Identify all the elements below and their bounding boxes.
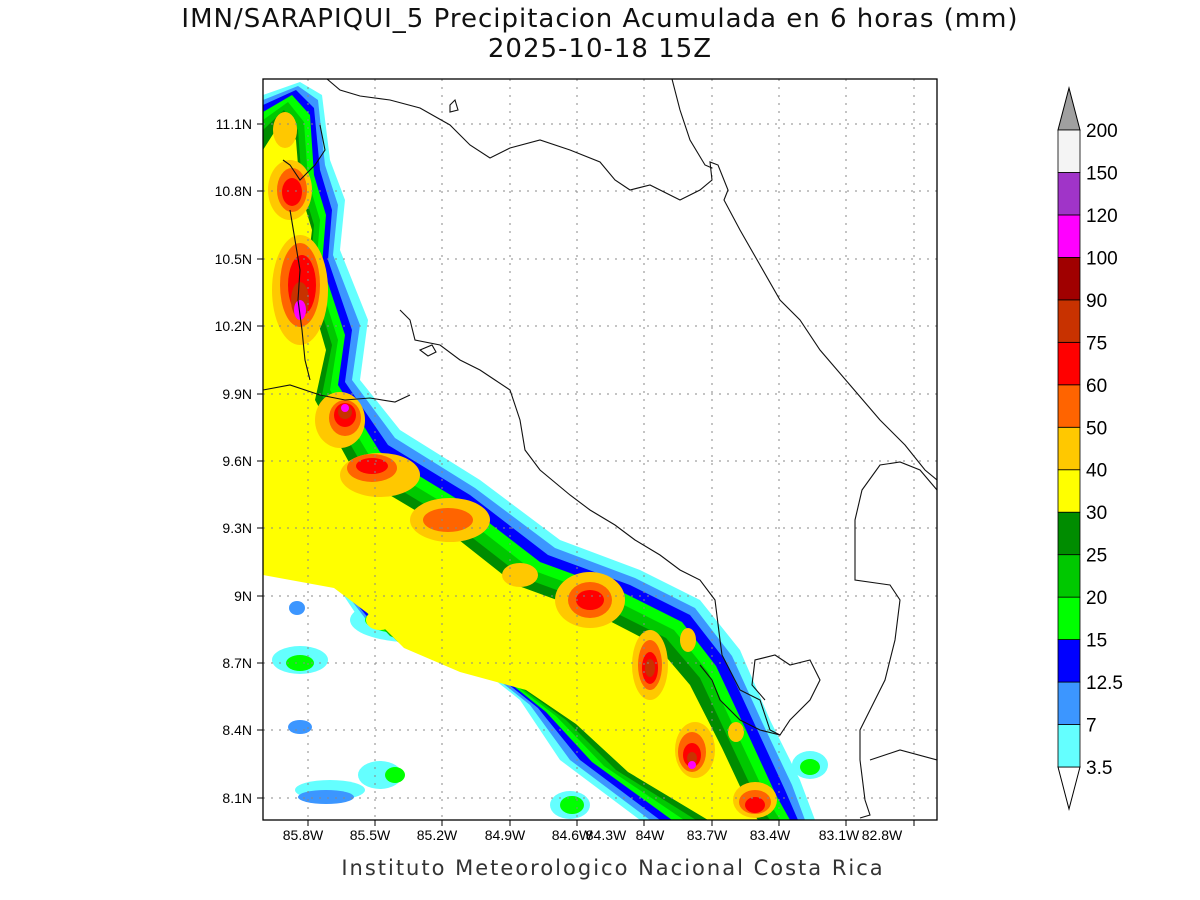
map-frame bbox=[262, 78, 938, 821]
colorbar-segment bbox=[1057, 724, 1081, 768]
lon-label: 85.2W bbox=[417, 827, 458, 843]
lat-label: 8.1N bbox=[222, 790, 252, 806]
precip-band-30 bbox=[263, 120, 758, 820]
axis-ticks bbox=[257, 123, 915, 826]
lon-label: 83.7W bbox=[687, 827, 728, 843]
precip-band-100 bbox=[294, 300, 696, 769]
map-title: IMN/SARAPIQUI_5 Precipitacion Acumulada … bbox=[181, 4, 1019, 34]
colorbar-segment bbox=[1057, 384, 1081, 428]
colorbar-label: 50 bbox=[1086, 418, 1107, 439]
colorbar-segment bbox=[1057, 299, 1081, 343]
colorbar-over-arrow bbox=[1057, 86, 1081, 131]
lon-label: 82.8W bbox=[862, 827, 903, 843]
lat-label: 8.4N bbox=[222, 722, 252, 738]
colorbar-label: 100 bbox=[1086, 248, 1118, 269]
lon-label: 84.6W bbox=[552, 827, 593, 843]
colorbar-segment bbox=[1057, 341, 1081, 386]
colorbar-under-arrow bbox=[1057, 766, 1081, 811]
credit-footer: Instituto Meteorologico Nacional Costa R… bbox=[341, 856, 885, 880]
precipitation-field bbox=[263, 79, 937, 820]
colorbar-segment bbox=[1057, 469, 1081, 513]
colorbar-label: 200 bbox=[1086, 121, 1118, 142]
lon-label: 84.3W bbox=[586, 827, 627, 843]
colorbar-label: 60 bbox=[1086, 376, 1107, 397]
longitude-labels: 85.8W 85.5W 85.2W 84.9W 84.6W 84.3W 84W … bbox=[283, 827, 903, 843]
lat-label: 11.1N bbox=[216, 116, 252, 132]
colorbar-segment bbox=[1057, 639, 1081, 683]
colorbar-segment bbox=[1057, 214, 1081, 258]
colorbar-segment bbox=[1057, 596, 1081, 641]
lon-label: 84W bbox=[636, 827, 666, 843]
colorbar-label: 120 bbox=[1086, 206, 1118, 227]
map-grid bbox=[263, 79, 937, 820]
lat-label: 10.5N bbox=[215, 251, 252, 267]
colorbar: 3.5 7 12.5 15 20 25 30 40 50 60 75 90 100 120 150 200 bbox=[1057, 86, 1123, 811]
colorbar-segment bbox=[1057, 172, 1081, 216]
lon-label: 85.8W bbox=[283, 827, 324, 843]
colorbar-segment bbox=[1057, 511, 1081, 556]
colorbar-label: 150 bbox=[1086, 163, 1118, 184]
colorbar-segment bbox=[1057, 256, 1081, 301]
colorbar-label: 90 bbox=[1086, 291, 1107, 312]
lat-label: 9.9N bbox=[222, 386, 252, 402]
coastlines bbox=[263, 79, 937, 819]
colorbar-segment bbox=[1057, 129, 1081, 173]
colorbar-label: 3.5 bbox=[1086, 758, 1112, 779]
lat-label: 9.3N bbox=[222, 520, 252, 536]
colorbar-label: 30 bbox=[1086, 503, 1107, 524]
map-valid-time: 2025-10-18 15Z bbox=[487, 34, 713, 64]
colorbar-label: 15 bbox=[1086, 631, 1107, 652]
colorbar-segment bbox=[1057, 554, 1081, 598]
colorbar-label: 12.5 bbox=[1086, 673, 1123, 694]
colorbar-label: 25 bbox=[1086, 546, 1107, 567]
colorbar-segment bbox=[1057, 426, 1081, 471]
lon-label: 85.5W bbox=[350, 827, 391, 843]
lat-label: 9N bbox=[234, 588, 252, 604]
colorbar-label: 20 bbox=[1086, 588, 1107, 609]
lat-label: 10.8N bbox=[215, 183, 252, 199]
lat-label: 9.6N bbox=[222, 453, 252, 469]
colorbar-label: 75 bbox=[1086, 333, 1107, 354]
lon-label: 83.4W bbox=[750, 827, 791, 843]
lat-label: 10.2N bbox=[215, 318, 252, 334]
colorbar-segment bbox=[1057, 681, 1081, 725]
lon-label: 84.9W bbox=[485, 827, 526, 843]
colorbar-label: 40 bbox=[1086, 461, 1107, 482]
latitude-labels: 11.1N 10.8N 10.5N 10.2N 9.9N 9.6N 9.3N 9… bbox=[215, 116, 252, 806]
lon-label: 83.1W bbox=[819, 827, 860, 843]
lat-label: 8.7N bbox=[222, 655, 252, 671]
colorbar-label: 7 bbox=[1086, 716, 1097, 737]
